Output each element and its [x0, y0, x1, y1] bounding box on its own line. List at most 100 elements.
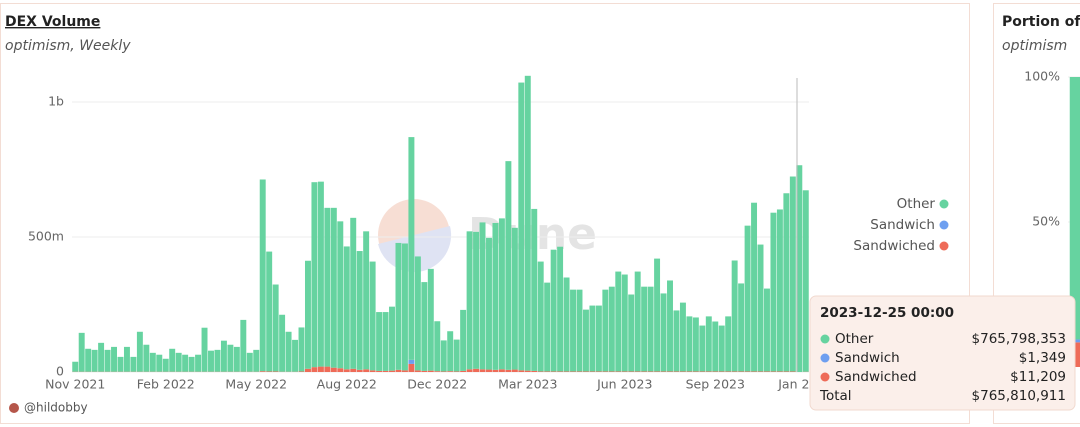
bar-segment [563, 371, 570, 372]
bar-segment [628, 294, 635, 372]
bar-segment [401, 243, 408, 371]
bar-segment [744, 371, 751, 372]
author-avatar [9, 403, 19, 413]
bar-segment [531, 370, 538, 372]
chart-subtitle: optimism, Weekly [5, 38, 131, 54]
bar-segment [789, 176, 796, 372]
bar-segment [667, 371, 673, 372]
bar-segment [356, 369, 363, 372]
bar-segment [434, 321, 441, 372]
bar-segment [460, 309, 467, 371]
bar-segment [460, 370, 467, 372]
bar-segment [647, 371, 654, 372]
bar-segment [498, 369, 505, 372]
bar-segment [492, 369, 499, 372]
bar-segment [330, 367, 337, 372]
bar-segment [233, 346, 240, 372]
tooltip-total-name: Total [819, 388, 852, 404]
bar-segment [718, 371, 725, 372]
bar-segment [311, 367, 318, 372]
author[interactable]: @hildobby [24, 401, 88, 415]
bar-segment [731, 260, 738, 372]
bar-segment [343, 246, 350, 370]
bar-segment [304, 260, 311, 369]
bar-segment [201, 327, 208, 372]
bar-segment [376, 312, 383, 371]
bar-segment [518, 82, 525, 371]
chart-title[interactable]: Portion of B [1002, 14, 1080, 30]
bar-segment [570, 371, 577, 372]
bar-segment [408, 137, 415, 360]
x-tick-label: May 2022 [225, 377, 287, 392]
bar-segment [486, 369, 492, 372]
chart-subtitle: optimism [1002, 38, 1067, 54]
bar-segment [641, 286, 648, 372]
bar-segment [751, 202, 758, 372]
bar-segment [679, 302, 686, 372]
bar-segment [757, 244, 764, 372]
bar-segment [376, 370, 383, 372]
bar-segment [337, 221, 344, 369]
bar-segment [699, 325, 706, 372]
bar-segment [136, 331, 143, 372]
legend-swatch [939, 220, 949, 230]
bar-segment [557, 371, 564, 372]
x-tick-label: Sep 2023 [686, 377, 745, 392]
bar-segment [621, 371, 628, 372]
bar-segment [453, 339, 460, 372]
bar-segment [259, 179, 266, 372]
x-tick-label: Dec 2022 [407, 377, 467, 392]
bar-segment [582, 371, 589, 372]
bar-segment [660, 371, 667, 372]
bar-segment [621, 274, 628, 372]
bar-segment [421, 370, 428, 372]
bar-segment [447, 371, 454, 372]
bar-segment [414, 256, 421, 371]
x-tick-label: Nov 2021 [45, 377, 105, 392]
bar-segment [227, 344, 234, 372]
bar-segment [214, 349, 221, 372]
bar-segment [466, 369, 473, 372]
bar-segment [434, 371, 441, 372]
y-tick-label: 1b [48, 94, 64, 109]
chart-title[interactable]: DEX Volume [5, 14, 100, 30]
bar-segment [149, 352, 156, 372]
bar-segment [350, 368, 357, 372]
bar-segment [744, 225, 751, 372]
bar-segment [498, 218, 505, 370]
bar-segment [679, 371, 686, 372]
bar-segment [389, 306, 395, 371]
bar-segment [246, 352, 253, 372]
bar-segment [524, 75, 531, 371]
bar-segment [634, 271, 641, 372]
x-tick-label: Feb 2022 [137, 377, 195, 392]
bar-segment [686, 316, 693, 372]
bar-segment [531, 208, 538, 371]
tooltip-total-value: $765,810,911 [972, 388, 1066, 404]
bar-segment [427, 370, 434, 372]
tooltip-dot [820, 372, 830, 382]
bar-segment [589, 305, 596, 372]
bar-segment [479, 369, 486, 372]
bar-segment [85, 348, 92, 372]
bar-segment [673, 310, 680, 372]
bar-segment [725, 316, 732, 372]
bar-segment [576, 289, 583, 372]
bar-segment [615, 271, 622, 372]
bar-segment [654, 258, 661, 372]
bar-segment [369, 261, 376, 371]
bar-segment [330, 207, 337, 368]
bar-segment [369, 370, 376, 372]
legend-swatch [939, 199, 949, 209]
bar-segment [427, 268, 434, 371]
bar-segment [408, 359, 415, 364]
bar-segment [486, 237, 492, 370]
bar-segment [757, 371, 764, 372]
bar-segment [1069, 77, 1080, 340]
bar-segment [712, 371, 719, 372]
bar-segment [705, 316, 712, 372]
bar-segment [324, 366, 331, 372]
tooltip-title: 2023-12-25 00:00 [820, 305, 954, 321]
bar-segment [654, 371, 661, 372]
bar-segment [195, 354, 202, 372]
